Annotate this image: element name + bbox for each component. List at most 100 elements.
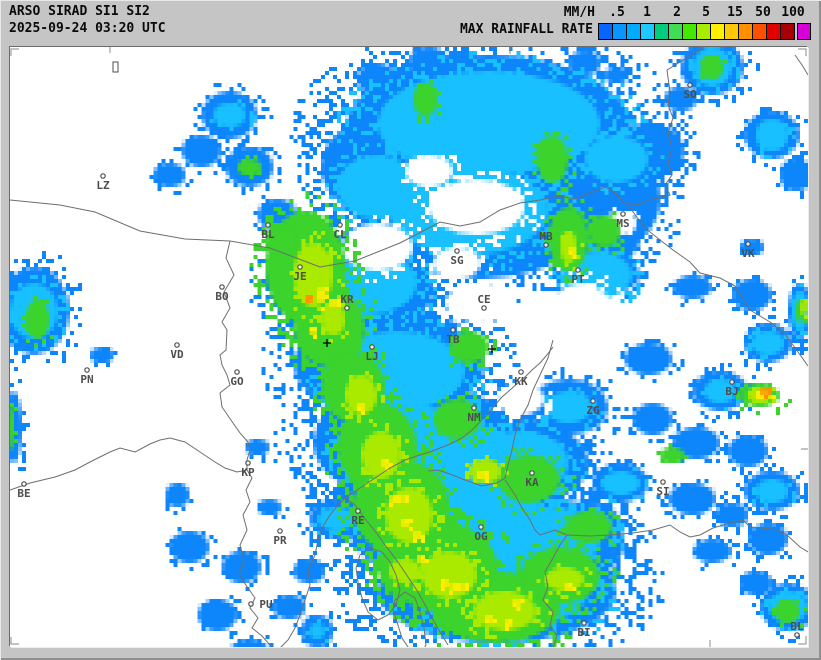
city-marker-icon	[454, 248, 460, 254]
city-label: SO	[683, 88, 697, 101]
map-corner-bracket	[10, 48, 19, 56]
city-label: MB	[539, 230, 553, 243]
city-label: RE	[351, 514, 364, 527]
radar-site-cross-icon	[323, 339, 331, 347]
legend-tick-label: 5	[702, 5, 710, 20]
border-line	[427, 339, 554, 487]
legend-swatch	[598, 23, 613, 40]
city-marker-icon	[529, 470, 535, 476]
city-label: KA	[525, 476, 539, 489]
header-timestamp: 2025-09-24 03:20 UTC	[9, 21, 166, 36]
city-label: GO	[230, 375, 244, 388]
city-marker-icon	[687, 82, 693, 88]
city-label: BJ	[725, 385, 738, 398]
border-line	[219, 240, 251, 470]
border-line	[628, 47, 704, 206]
city-marker-icon	[174, 342, 180, 348]
map-overlay: LZ BL CL MS SO VK MB SG PT JE BO KR CE TB LJ KK NM ZG VD PN…	[10, 47, 808, 647]
city-label: NM	[467, 411, 481, 424]
city-marker-icon	[450, 327, 456, 333]
city-marker-icon	[543, 242, 549, 248]
legend-title: MAX RAINFALL RATE	[459, 22, 593, 37]
city-label: BE	[17, 487, 30, 500]
legend-tick-label: 1	[643, 5, 651, 20]
city-marker-icon	[478, 524, 484, 530]
legend-tick-label: .5	[609, 5, 625, 20]
city-label: OG	[474, 530, 488, 543]
legend-tick-label: 50	[755, 5, 771, 20]
city-label: ZG	[586, 404, 600, 417]
map-corner-bracket	[798, 636, 807, 645]
city-marker-icon	[581, 620, 587, 626]
city-marker-icon	[471, 405, 477, 411]
city-marker-icon	[590, 398, 596, 404]
city-marker-icon	[265, 222, 271, 228]
legend-swatch	[626, 23, 641, 40]
city-marker-icon	[729, 379, 735, 385]
legend-tick-label: 100	[781, 5, 805, 20]
city-marker-icon	[745, 241, 751, 247]
border-line	[344, 346, 554, 499]
city-label: SG	[450, 254, 464, 267]
city-marker-icon	[481, 305, 487, 311]
legend-colorbar	[598, 23, 812, 40]
map-viewport: LZ BL CL MS SO VK MB SG PT JE BO KR CE TB LJ KK NM ZG VD PN…	[10, 47, 808, 647]
legend-swatch	[654, 23, 669, 40]
legend-tick-label: 2	[673, 5, 681, 20]
legend-swatch	[738, 23, 753, 40]
city-marker-icon	[337, 222, 343, 228]
legend-units-label: MM/H	[563, 5, 595, 20]
legend-swatch	[766, 23, 781, 40]
city-label: KR	[340, 293, 354, 306]
city-marker-icon	[21, 481, 27, 487]
city-label: PN	[80, 373, 93, 386]
city-label: PT	[571, 273, 585, 286]
city-marker-icon	[245, 460, 251, 466]
city-label: JE	[293, 270, 306, 283]
city-label: MS	[616, 217, 629, 230]
city-label: LZ	[96, 179, 110, 192]
legend-tick-label: 15	[727, 5, 743, 20]
city-label: PR	[273, 534, 287, 547]
border-line	[10, 437, 449, 647]
legend-swatch	[780, 23, 795, 40]
city-marker-icon	[518, 369, 524, 375]
city-label: VK	[741, 247, 755, 260]
city-label: KK	[514, 375, 528, 388]
map-corner-bracket	[798, 48, 807, 56]
city-label: BO	[215, 290, 229, 303]
border-line	[504, 479, 568, 647]
city-marker-icon	[219, 284, 225, 290]
border-line	[566, 519, 808, 553]
border-line	[627, 204, 808, 367]
city-marker-icon	[794, 632, 800, 638]
city-label: KP	[241, 466, 255, 479]
city-label: CE	[477, 293, 490, 306]
city-label: BL	[261, 228, 275, 241]
station-box-marker	[112, 61, 119, 73]
legend-swatch	[612, 23, 627, 40]
radar-site-cross-icon	[488, 345, 496, 353]
city-label: VD	[170, 348, 184, 361]
city-marker-icon	[620, 211, 626, 217]
city-marker-icon	[297, 264, 303, 270]
city-marker-icon	[277, 528, 283, 534]
legend-swatch	[682, 23, 697, 40]
border-line	[392, 591, 427, 647]
city-label: TB	[446, 333, 460, 346]
legend-swatch	[640, 23, 655, 40]
legend-swatch	[696, 23, 711, 40]
city-marker-icon	[369, 344, 375, 350]
city-marker-icon	[234, 369, 240, 375]
legend-swatch	[724, 23, 739, 40]
city-label: LJ	[365, 350, 378, 363]
legend-swatch	[710, 23, 725, 40]
border-line	[794, 54, 808, 76]
legend-swatch	[668, 23, 683, 40]
city-label: SI	[656, 485, 669, 498]
city-label: PU	[259, 598, 273, 611]
legend-swatch	[797, 23, 811, 40]
radar-precipitation-canvas	[10, 47, 808, 647]
map-corner-bracket	[10, 637, 19, 645]
